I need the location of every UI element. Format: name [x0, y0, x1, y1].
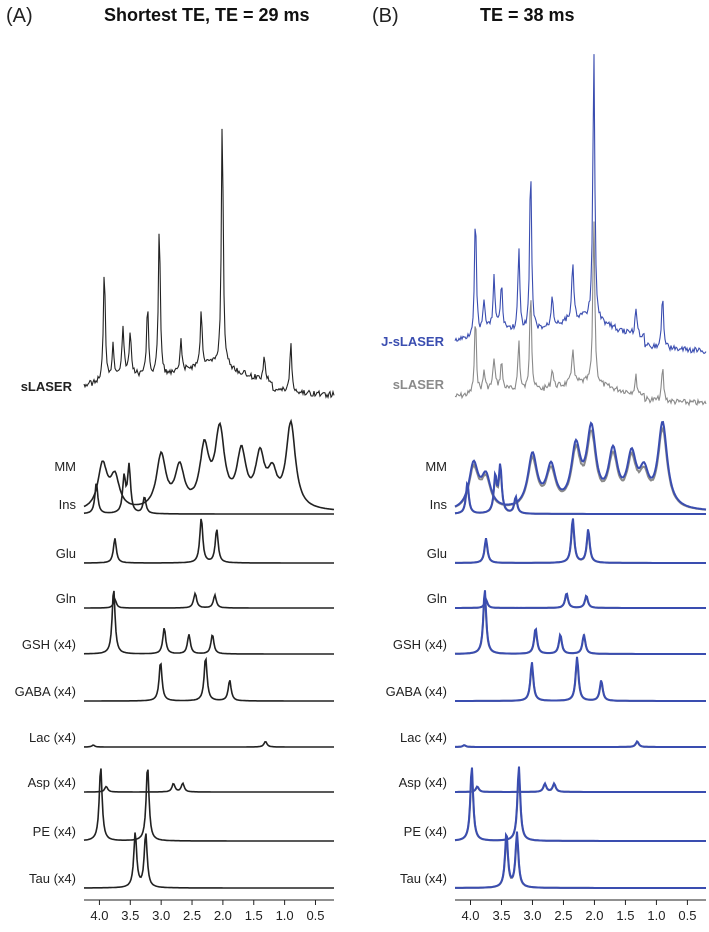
x-tick-label: 0.5 [678, 908, 696, 923]
metabolite-label: PE (x4) [33, 824, 76, 839]
metabolite-label: Lac (x4) [29, 730, 76, 745]
metabolite-trace-jslaser [455, 781, 706, 793]
metabolite-trace-slaser [455, 594, 706, 655]
spectrum-slaser [454, 221, 707, 407]
metabolite-label: Tau (x4) [29, 871, 76, 886]
metabolite-trace-jslaser [455, 739, 706, 748]
panel-b-title: TE = 38 ms [480, 5, 575, 25]
panel-b-plot: 4.0 3.5 3.0 2.5 2.0 1.5 1.0 0.5 MM Ins Glu Gln GSH (… [386, 54, 707, 923]
metabolite-label: Ins [430, 497, 448, 512]
metabolite-trace-jslaser [454, 463, 706, 515]
x-tick-label: 4.0 [90, 908, 108, 923]
metabolite-trace [84, 832, 334, 889]
metabolite-label: MM [425, 459, 447, 474]
metabolite-trace-jslaser [455, 831, 706, 889]
panel-b-spectrum-label-jslaser: J-sLASER [381, 334, 444, 349]
metabolite-trace [83, 462, 334, 515]
x-tick-label: 2.5 [554, 908, 572, 923]
panel-a-title: Shortest TE, TE = 29 ms [104, 5, 310, 25]
metabolite-trace [84, 781, 334, 793]
metabolite-label: GSH (x4) [22, 637, 76, 652]
metabolite-trace-jslaser [455, 656, 706, 702]
x-tick-label: 3.0 [523, 908, 541, 923]
x-tick-label: 3.5 [121, 908, 139, 923]
x-tick-label: 1.5 [245, 908, 263, 923]
metabolite-label: Tau (x4) [400, 871, 447, 886]
x-tick-label: 4.0 [461, 908, 479, 923]
metabolite-trace-jslaser [454, 590, 706, 655]
x-tick-label: 3.5 [492, 908, 510, 923]
metabolite-label: Gln [56, 591, 76, 606]
metabolite-label: Glu [56, 546, 76, 561]
metabolite-trace [83, 768, 334, 842]
metabolite-trace [84, 591, 334, 609]
metabolite-label: GSH (x4) [393, 637, 447, 652]
panel-a-letter: (A) [6, 5, 33, 27]
x-tick-label: 2.0 [585, 908, 603, 923]
metabolite-label: GABA (x4) [15, 684, 76, 699]
metabolite-trace [84, 656, 334, 702]
x-tick-label: 0.5 [306, 908, 324, 923]
metabolite-trace-slaser [455, 782, 706, 794]
metabolite-trace [83, 418, 335, 511]
metabolite-label: PE (x4) [404, 824, 447, 839]
metabolite-trace-jslaser [454, 420, 707, 511]
metabolite-trace-slaser [455, 836, 706, 889]
metabolite-label: GABA (x4) [386, 684, 447, 699]
x-tick-label: 3.0 [152, 908, 170, 923]
x-tick-label: 1.0 [276, 908, 294, 923]
metabolite-trace-slaser [454, 771, 706, 842]
metabolite-trace [84, 518, 334, 564]
metabolite-trace-jslaser [455, 592, 706, 609]
metabolite-trace [84, 740, 334, 748]
spectrum-jslaser [454, 54, 707, 355]
x-tick-label: 1.0 [647, 908, 665, 923]
x-tick-label: 2.0 [214, 908, 232, 923]
metabolite-trace-jslaser [455, 518, 706, 564]
panel-a-plot: 4.0 3.5 3.0 2.5 2.0 1.5 1.0 0.5 MM Ins Glu Gln GSH (… [15, 128, 335, 923]
metabolite-label: Gln [427, 591, 447, 606]
spectrum-slaser [83, 128, 335, 400]
x-tick-label: 2.5 [183, 908, 201, 923]
panel-b-spectrum-label-slaser: sLASER [393, 377, 445, 392]
panel-a-spectrum-label-slaser: sLASER [21, 379, 73, 394]
metabolite-label: MM [54, 459, 76, 474]
x-tick-label: 1.5 [616, 908, 634, 923]
panel-b-letter: (B) [372, 5, 399, 27]
metabolite-label: Ins [59, 497, 77, 512]
metabolite-trace [83, 590, 334, 655]
metabolite-label: Asp (x4) [28, 775, 76, 790]
metabolite-label: Lac (x4) [400, 730, 447, 745]
metabolite-label: Glu [427, 546, 447, 561]
metabolite-trace-jslaser [454, 766, 706, 842]
metabolite-trace-slaser [455, 522, 706, 564]
metabolite-label: Asp (x4) [399, 775, 447, 790]
